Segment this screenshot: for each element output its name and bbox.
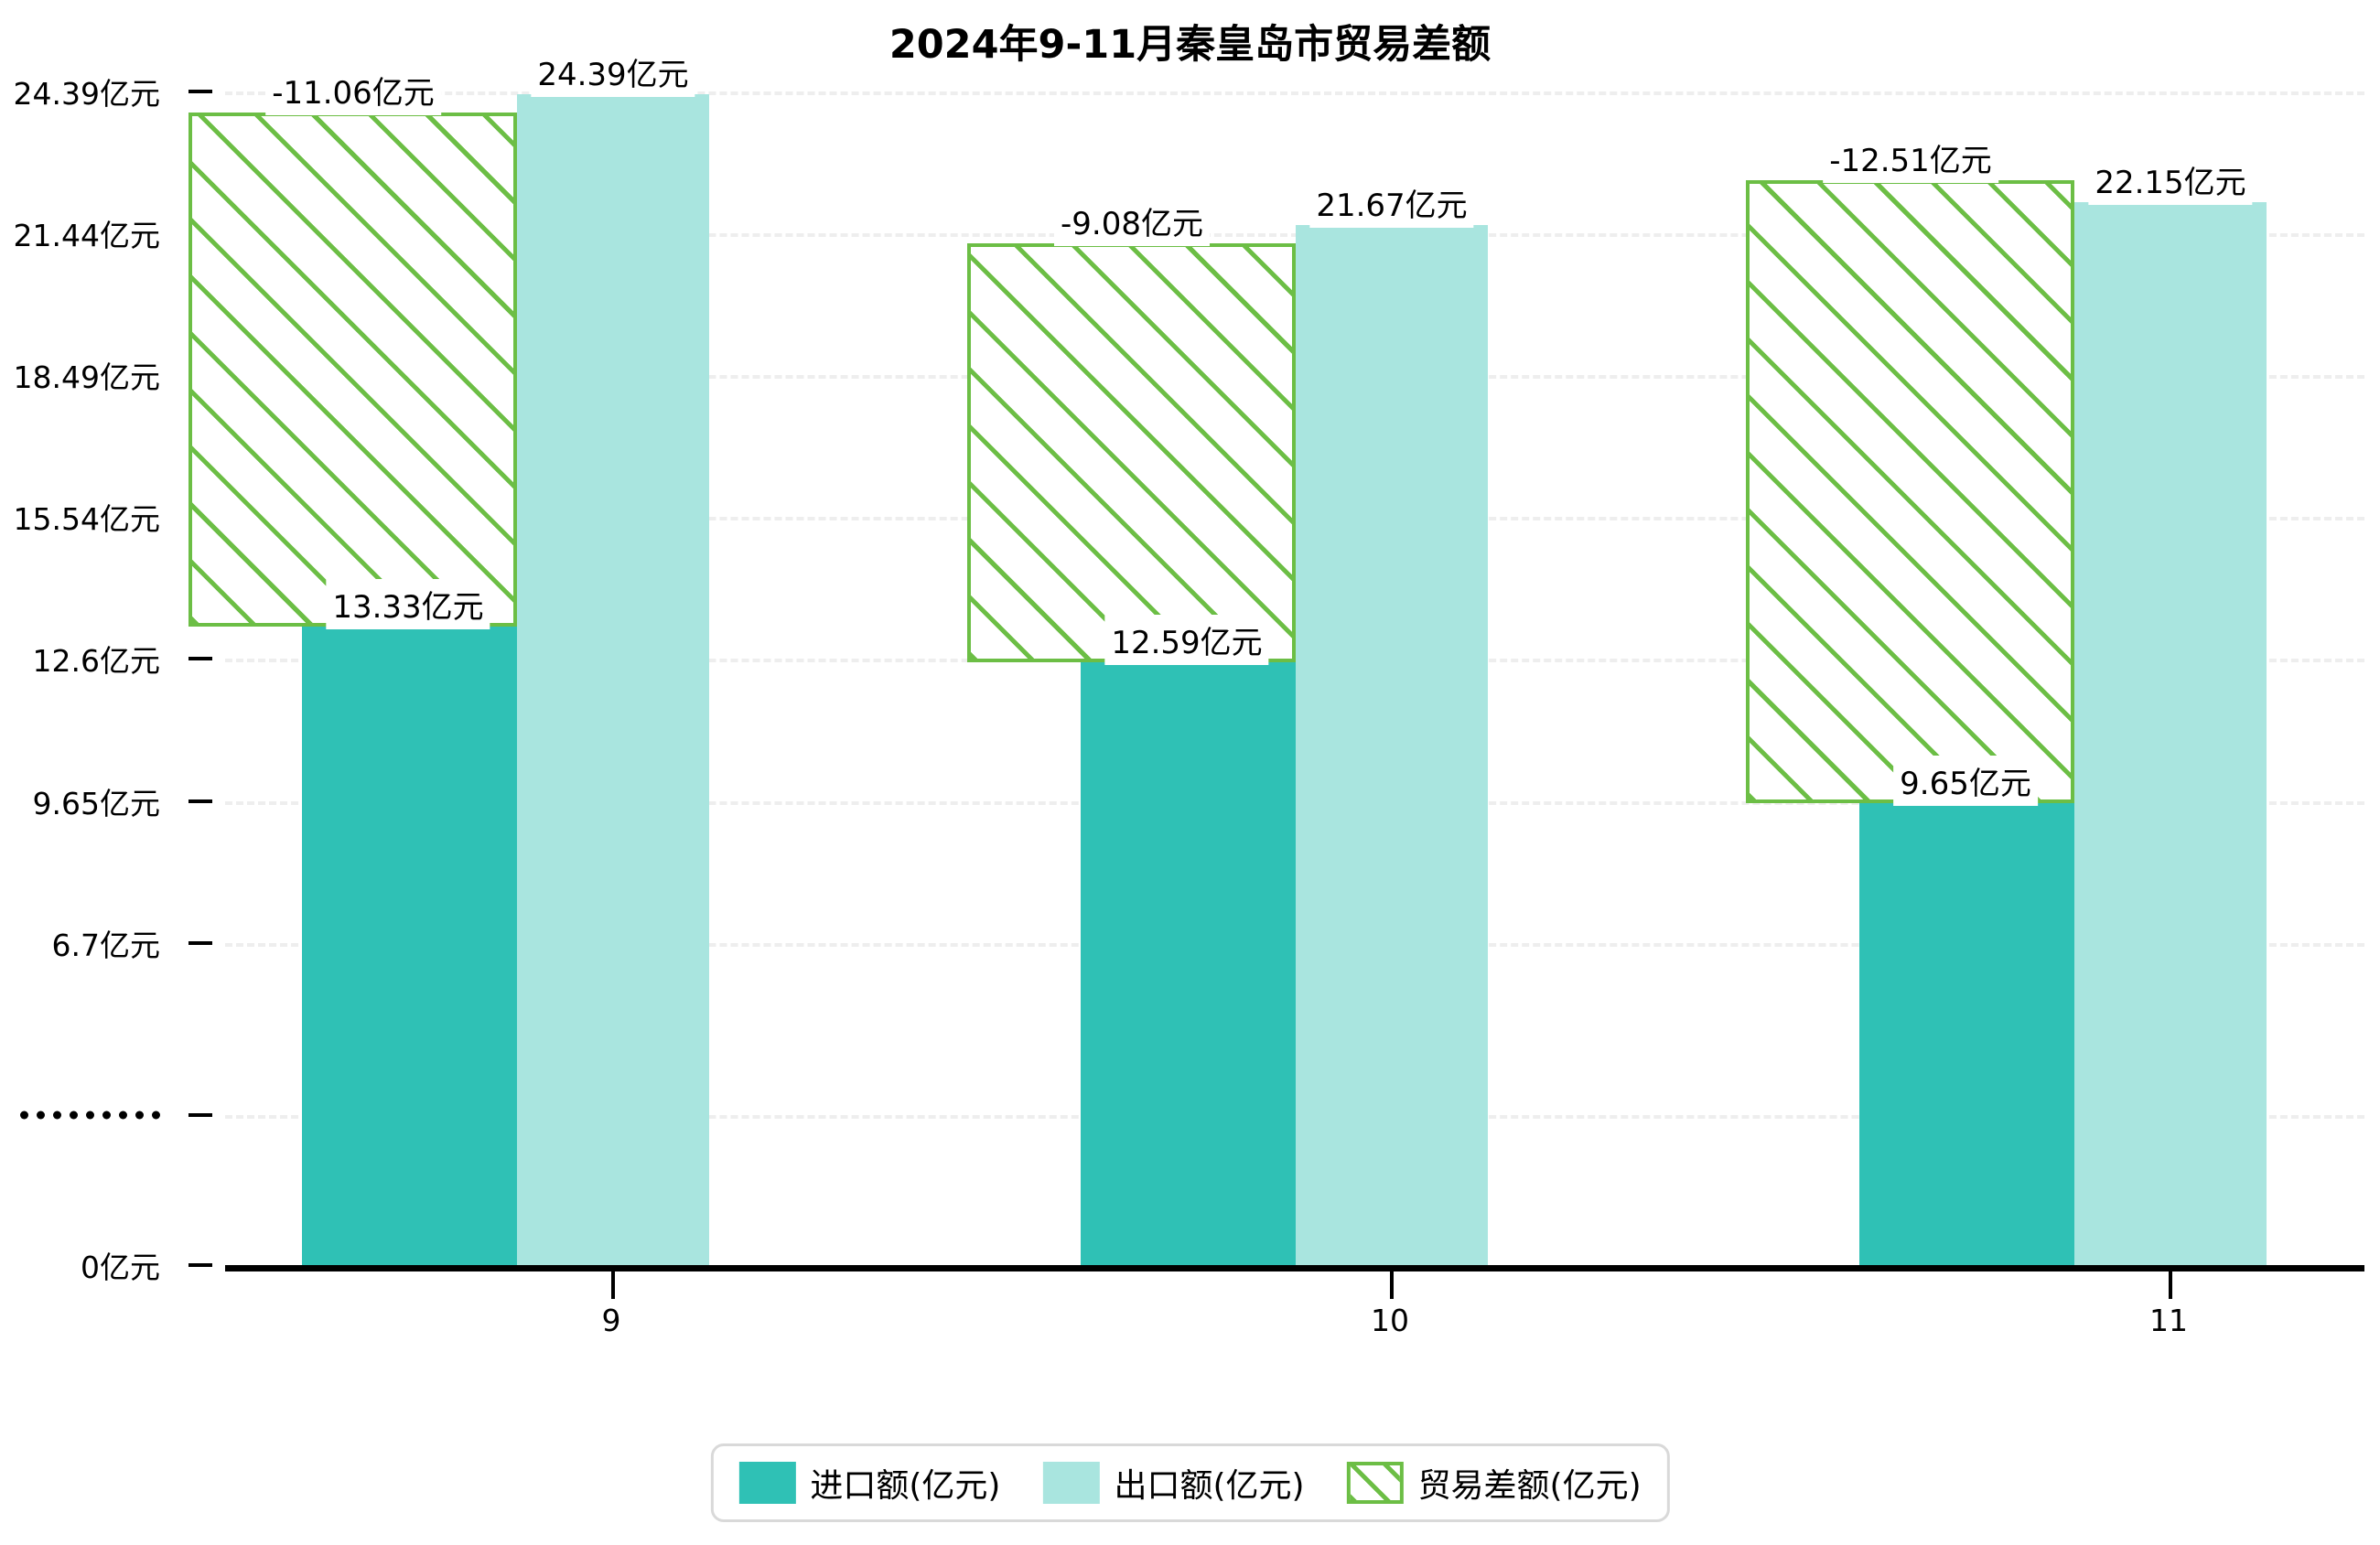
gridline [225, 91, 2364, 95]
value-label-import-11: 9.65亿元 [1893, 756, 2038, 806]
y-tick-mark [188, 657, 212, 660]
gridline [225, 233, 2364, 237]
x-axis-label-9: 9 [601, 1303, 621, 1338]
bar-export-10[interactable] [1296, 225, 1488, 1268]
value-label-balance-10: -9.08亿元 [1054, 196, 1210, 246]
bar-import-10[interactable] [1081, 662, 1296, 1268]
bar-import-11[interactable] [1859, 803, 2074, 1268]
value-label-import-9: 13.33亿元 [326, 579, 490, 629]
y-axis-label-6: 6.7亿元 [51, 928, 160, 963]
y-axis-label-9: 9.65亿元 [32, 786, 160, 821]
y-axis-label-0: 0亿元 [81, 1250, 160, 1285]
bar-import-9[interactable] [302, 627, 517, 1268]
bar-export-9[interactable] [517, 94, 709, 1268]
y-tick-mark [188, 1113, 212, 1117]
chart-legend: 进口额(亿元) 出口额(亿元) 贸易差额(亿元) [710, 1443, 1670, 1522]
bar-balance-11[interactable] [1746, 180, 2074, 803]
y-tick-mark [188, 90, 212, 93]
legend-item-export[interactable]: 出口额(亿元) [1042, 1459, 1305, 1507]
legend-swatch-export-icon [1042, 1462, 1100, 1504]
value-label-balance-9: -11.06亿元 [265, 65, 441, 115]
value-label-export-11: 22.15亿元 [2088, 155, 2253, 205]
y-axis-label-21: 21.44亿元 [13, 218, 160, 253]
x-axis-line [225, 1265, 2364, 1271]
y-tick-mark [188, 799, 212, 803]
legend-label-balance: 贸易差额(亿元) [1417, 1467, 1642, 1505]
legend-item-balance[interactable]: 贸易差额(亿元) [1346, 1459, 1642, 1507]
y-tick-mark [188, 1263, 212, 1267]
legend-swatch-balance-icon [1346, 1462, 1404, 1504]
bar-balance-10[interactable] [967, 243, 1296, 662]
value-label-export-9: 24.39亿元 [531, 47, 695, 97]
y-axis-label-24: 24.39亿元 [13, 76, 160, 112]
chart-title: 2024年9-11月秦皇岛市贸易差额 [888, 22, 1492, 68]
bar-export-11[interactable] [2074, 202, 2267, 1268]
y-tick-mark [188, 941, 212, 945]
x-axis-label-10: 10 [1371, 1303, 1409, 1338]
plot-area: 13.33亿元 24.39亿元 -11.06亿元 12.59亿元 21.67亿元… [188, 47, 2364, 1271]
y-axis-label-elided [20, 1110, 160, 1120]
legend-swatch-import-icon [738, 1462, 796, 1504]
x-tick-mark [1390, 1268, 1394, 1299]
legend-item-import[interactable]: 进口额(亿元) [738, 1459, 1000, 1507]
legend-label-export: 出口额(亿元) [1114, 1467, 1305, 1505]
value-label-balance-11: -12.51亿元 [1823, 133, 1998, 183]
value-label-export-10: 21.67亿元 [1309, 177, 1474, 228]
value-label-import-10: 12.59亿元 [1104, 615, 1269, 665]
y-axis-label-12: 12.6亿元 [32, 643, 160, 679]
bar-balance-9[interactable] [188, 113, 517, 627]
y-axis-label-15: 15.54亿元 [13, 501, 160, 537]
x-axis-label-11: 11 [2149, 1303, 2188, 1338]
x-tick-mark [2169, 1268, 2172, 1299]
y-axis-label-18: 18.49亿元 [13, 359, 160, 395]
legend-label-import: 进口额(亿元) [810, 1467, 1001, 1505]
x-tick-mark [611, 1268, 615, 1299]
